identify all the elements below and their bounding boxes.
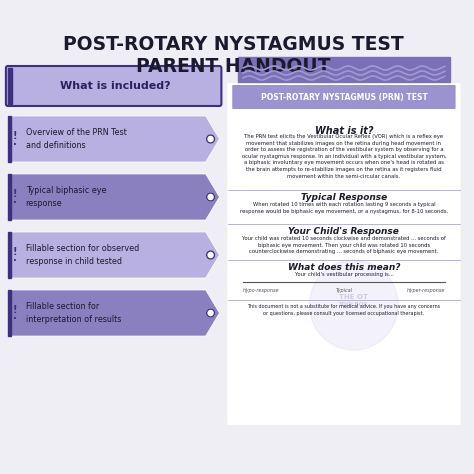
Bar: [8, 290, 11, 336]
Polygon shape: [8, 232, 219, 278]
Text: Hyper-response: Hyper-response: [406, 288, 445, 293]
Circle shape: [207, 193, 215, 201]
Text: !: !: [12, 305, 17, 315]
Text: Typical biphasic eye
response: Typical biphasic eye response: [26, 186, 106, 208]
Text: Typical: Typical: [336, 288, 352, 293]
Text: PARENT HANDOUT: PARENT HANDOUT: [136, 56, 330, 75]
Text: POST-ROTARY NYSTAGMUS (PRN) TEST: POST-ROTARY NYSTAGMUS (PRN) TEST: [261, 92, 427, 101]
Circle shape: [207, 135, 215, 143]
Text: Your child's vestibular processing is...: Your child's vestibular processing is...: [294, 272, 393, 277]
Text: .: .: [13, 137, 17, 147]
Text: What does this mean?: What does this mean?: [288, 263, 400, 272]
Text: What is included?: What is included?: [60, 81, 171, 91]
Text: !: !: [12, 247, 17, 257]
Text: THE OT: THE OT: [339, 294, 368, 300]
Text: Your child was rotated 10 seconds clockwise and demonstrated ... seconds of
biph: Your child was rotated 10 seconds clockw…: [242, 236, 446, 254]
Text: .: .: [13, 311, 17, 321]
Text: What is it?: What is it?: [315, 126, 373, 136]
Text: Overview of the PRN Test
and definitions: Overview of the PRN Test and definitions: [26, 128, 127, 150]
Text: When rotated 10 times with each rotation lasting 9 seconds a typical
response wo: When rotated 10 times with each rotation…: [240, 202, 448, 214]
Circle shape: [310, 260, 398, 350]
FancyBboxPatch shape: [228, 83, 461, 425]
Text: TOOLBOX: TOOLBOX: [339, 302, 368, 308]
Text: Fillable section for observed
response in child tested: Fillable section for observed response i…: [26, 244, 139, 266]
Text: The PRN test elicits the Vestibular Ocular Reflex (VOR) which is a reflex eye
mo: The PRN test elicits the Vestibular Ocul…: [242, 134, 446, 179]
Circle shape: [207, 251, 215, 259]
Polygon shape: [8, 174, 219, 220]
FancyBboxPatch shape: [232, 85, 456, 109]
Text: !: !: [12, 189, 17, 199]
Text: This document is not a substitute for medical advice. If you have any concerns
o: This document is not a substitute for me…: [247, 304, 440, 316]
Text: !: !: [12, 131, 17, 141]
Bar: [8, 232, 11, 278]
Text: Your Child's Response: Your Child's Response: [289, 227, 400, 236]
Text: .: .: [13, 253, 17, 263]
Bar: [8, 68, 12, 104]
FancyBboxPatch shape: [6, 66, 221, 106]
Bar: [238, 56, 450, 82]
Bar: [8, 116, 11, 162]
Bar: [8, 174, 11, 220]
Polygon shape: [8, 290, 219, 336]
Polygon shape: [8, 116, 219, 162]
Text: .: .: [13, 195, 17, 205]
Text: POST-ROTARY NYSTAGMUS TEST: POST-ROTARY NYSTAGMUS TEST: [63, 35, 403, 54]
Circle shape: [207, 309, 215, 317]
Text: Typical Response: Typical Response: [301, 193, 387, 202]
Text: Hypo-response: Hypo-response: [243, 288, 280, 293]
Text: Fillable section for
interpretation of results: Fillable section for interpretation of r…: [26, 302, 121, 324]
